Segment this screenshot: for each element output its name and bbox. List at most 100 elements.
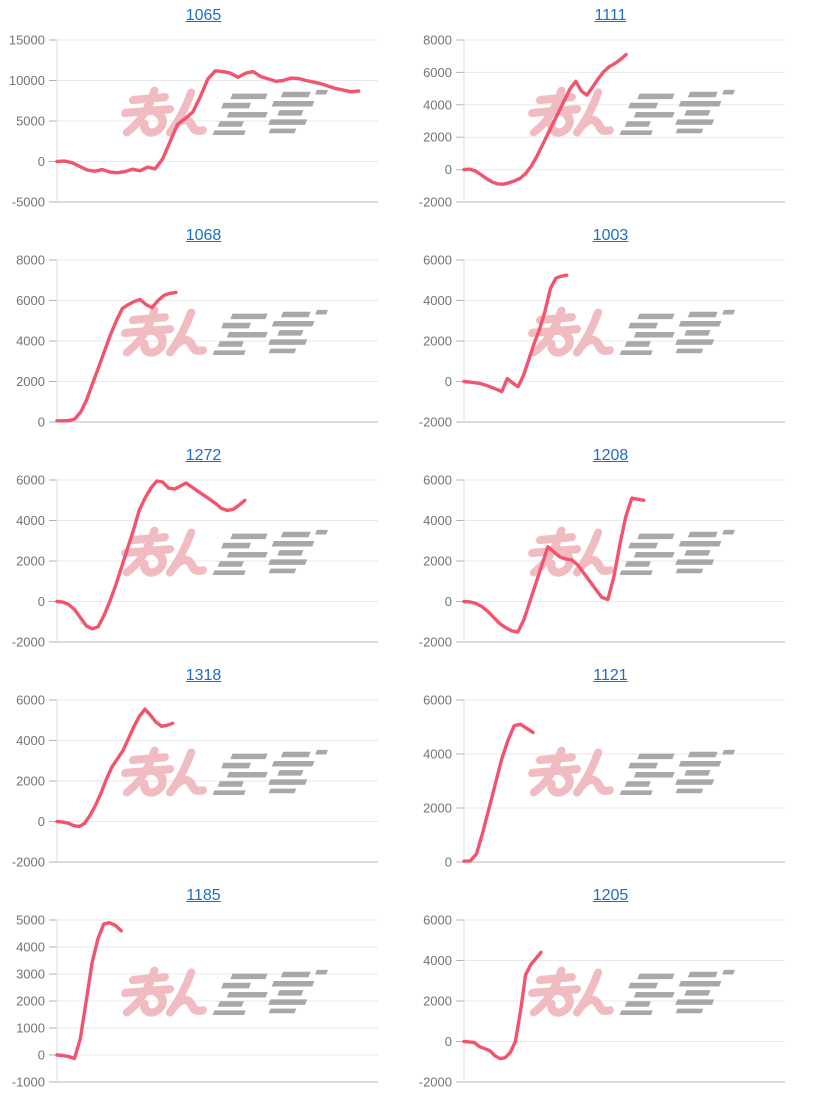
y-tick-label: 2000 xyxy=(16,554,45,569)
chart-title-link[interactable]: 1003 xyxy=(592,227,629,244)
chart-canvas: 8000 6000 4000 2000 0 xyxy=(16,253,378,430)
y-tick-label: -2000 xyxy=(419,415,452,430)
y-tick-label: 3000 xyxy=(16,967,45,982)
y-tick-label: 6000 xyxy=(423,253,452,268)
y-tick-label: 0 xyxy=(38,415,45,430)
chart-card: 1208 6000 4000 2000 0 -2000 xyxy=(407,440,814,660)
price-line xyxy=(462,273,569,394)
chart-canvas: 6000 4000 2000 0 -2000 xyxy=(419,913,785,1090)
y-tick-label: 6000 xyxy=(423,913,452,928)
y-tick-label: -5000 xyxy=(12,195,45,210)
y-tick-label: 6000 xyxy=(16,693,45,708)
y-tick-label: 0 xyxy=(445,594,452,609)
chart-card: 1272 6000 4000 2000 0 -2000 xyxy=(0,440,407,660)
minkabu-logo-watermark xyxy=(123,750,328,795)
y-tick-label: 0 xyxy=(445,374,452,389)
y-tick-label: 4000 xyxy=(423,953,452,968)
chart-card: 1318 6000 4000 2000 0 -2000 xyxy=(0,660,407,880)
chart-canvas: 6000 4000 2000 0 -2000 xyxy=(419,473,785,650)
minkabu-logo-watermark xyxy=(123,530,328,575)
y-tick-label: 10000 xyxy=(9,73,45,88)
y-tick-label: 0 xyxy=(38,814,45,829)
chart-title-link[interactable]: 1318 xyxy=(185,667,222,684)
minkabu-logo-watermark xyxy=(123,90,328,135)
chart-title-link[interactable]: 1208 xyxy=(592,447,629,464)
y-tick-label: 0 xyxy=(445,162,452,177)
y-tick-label: 0 xyxy=(445,855,452,870)
chart-canvas: 6000 4000 2000 0 -2000 xyxy=(12,473,378,650)
minkabu-logo-watermark xyxy=(123,970,328,1015)
price-line xyxy=(55,290,178,423)
minkabu-logo-watermark xyxy=(123,310,328,355)
y-tick-label: 0 xyxy=(38,1048,45,1063)
y-tick-label: 8000 xyxy=(16,253,45,268)
minkabu-logo-watermark xyxy=(530,90,735,135)
price-line xyxy=(55,479,247,631)
y-tick-label: 4000 xyxy=(423,747,452,762)
y-tick-label: 0 xyxy=(38,594,45,609)
chart-card: 1068 8000 6000 4000 2000 0 xyxy=(0,220,407,440)
y-tick-label: -1000 xyxy=(12,1075,45,1090)
chart-card: 1065 15000 10000 5000 0 -5000 xyxy=(0,0,407,220)
price-line xyxy=(462,496,646,634)
price-line xyxy=(55,921,123,1061)
y-tick-label: 6000 xyxy=(423,473,452,488)
y-tick-label: 2000 xyxy=(16,994,45,1009)
price-line xyxy=(462,52,628,186)
y-tick-label: 5000 xyxy=(16,913,45,928)
y-tick-label: 2000 xyxy=(16,374,45,389)
minkabu-logo-watermark xyxy=(530,530,735,575)
y-tick-label: 2000 xyxy=(423,334,452,349)
chart-card: 1003 6000 4000 2000 0 -2000 xyxy=(407,220,814,440)
chart-title-link[interactable]: 1068 xyxy=(185,227,222,244)
chart-card: 1111 8000 6000 4000 2000 0 -2000 xyxy=(407,0,814,220)
y-tick-label: 5000 xyxy=(16,114,45,129)
y-tick-label: 4000 xyxy=(423,97,452,112)
price-line xyxy=(55,707,175,829)
chart-canvas: 6000 4000 2000 0 -2000 xyxy=(419,253,785,430)
y-tick-label: 0 xyxy=(38,154,45,169)
minkabu-logo-watermark xyxy=(530,750,735,795)
price-line xyxy=(55,69,361,175)
y-tick-label: 4000 xyxy=(16,513,45,528)
y-tick-label: 6000 xyxy=(16,293,45,308)
y-tick-label: 2000 xyxy=(423,994,452,1009)
y-tick-label: 4000 xyxy=(16,940,45,955)
chart-title-link[interactable]: 1272 xyxy=(185,447,222,464)
chart-card: 1205 6000 4000 2000 0 -2000 xyxy=(407,880,814,1100)
y-tick-label: 8000 xyxy=(423,33,452,48)
chart-title-link[interactable]: 1205 xyxy=(592,887,629,904)
chart-card: 1185 5000 4000 3000 2000 1000 0 -1000 xyxy=(0,880,407,1100)
y-tick-label: 4000 xyxy=(16,733,45,748)
chart-canvas: 15000 10000 5000 0 -5000 xyxy=(9,33,378,210)
chart-canvas: 6000 4000 2000 0 -2000 xyxy=(12,693,378,870)
y-tick-label: -2000 xyxy=(419,1075,452,1090)
y-tick-label: 0 xyxy=(445,1034,452,1049)
chart-card: 1121 6000 4000 2000 0 xyxy=(407,660,814,880)
chart-title-link[interactable]: 1185 xyxy=(186,887,221,904)
minkabu-logo-watermark xyxy=(530,970,735,1015)
y-tick-label: -2000 xyxy=(12,855,45,870)
chart-canvas: 8000 6000 4000 2000 0 -2000 xyxy=(419,33,785,210)
chart-title-link[interactable]: 1121 xyxy=(593,667,628,684)
y-tick-label: -2000 xyxy=(12,635,45,650)
y-tick-label: 6000 xyxy=(423,693,452,708)
y-tick-label: 2000 xyxy=(16,774,45,789)
chart-title-link[interactable]: 1111 xyxy=(594,7,627,24)
price-line xyxy=(462,950,543,1061)
chart-title-link[interactable]: 1065 xyxy=(185,7,222,24)
y-tick-label: 6000 xyxy=(423,65,452,80)
y-tick-label: -2000 xyxy=(419,195,452,210)
y-tick-label: 1000 xyxy=(16,1021,45,1036)
chart-canvas: 6000 4000 2000 0 xyxy=(423,693,785,870)
minkabu-logo-watermark xyxy=(530,310,735,355)
y-tick-label: 2000 xyxy=(423,801,452,816)
y-tick-label: 2000 xyxy=(423,130,452,145)
y-tick-label: -2000 xyxy=(419,635,452,650)
y-tick-label: 6000 xyxy=(16,473,45,488)
chart-canvas: 5000 4000 3000 2000 1000 0 -1000 xyxy=(12,913,378,1090)
y-tick-label: 4000 xyxy=(16,334,45,349)
y-tick-label: 2000 xyxy=(423,554,452,569)
y-tick-label: 15000 xyxy=(9,33,45,48)
